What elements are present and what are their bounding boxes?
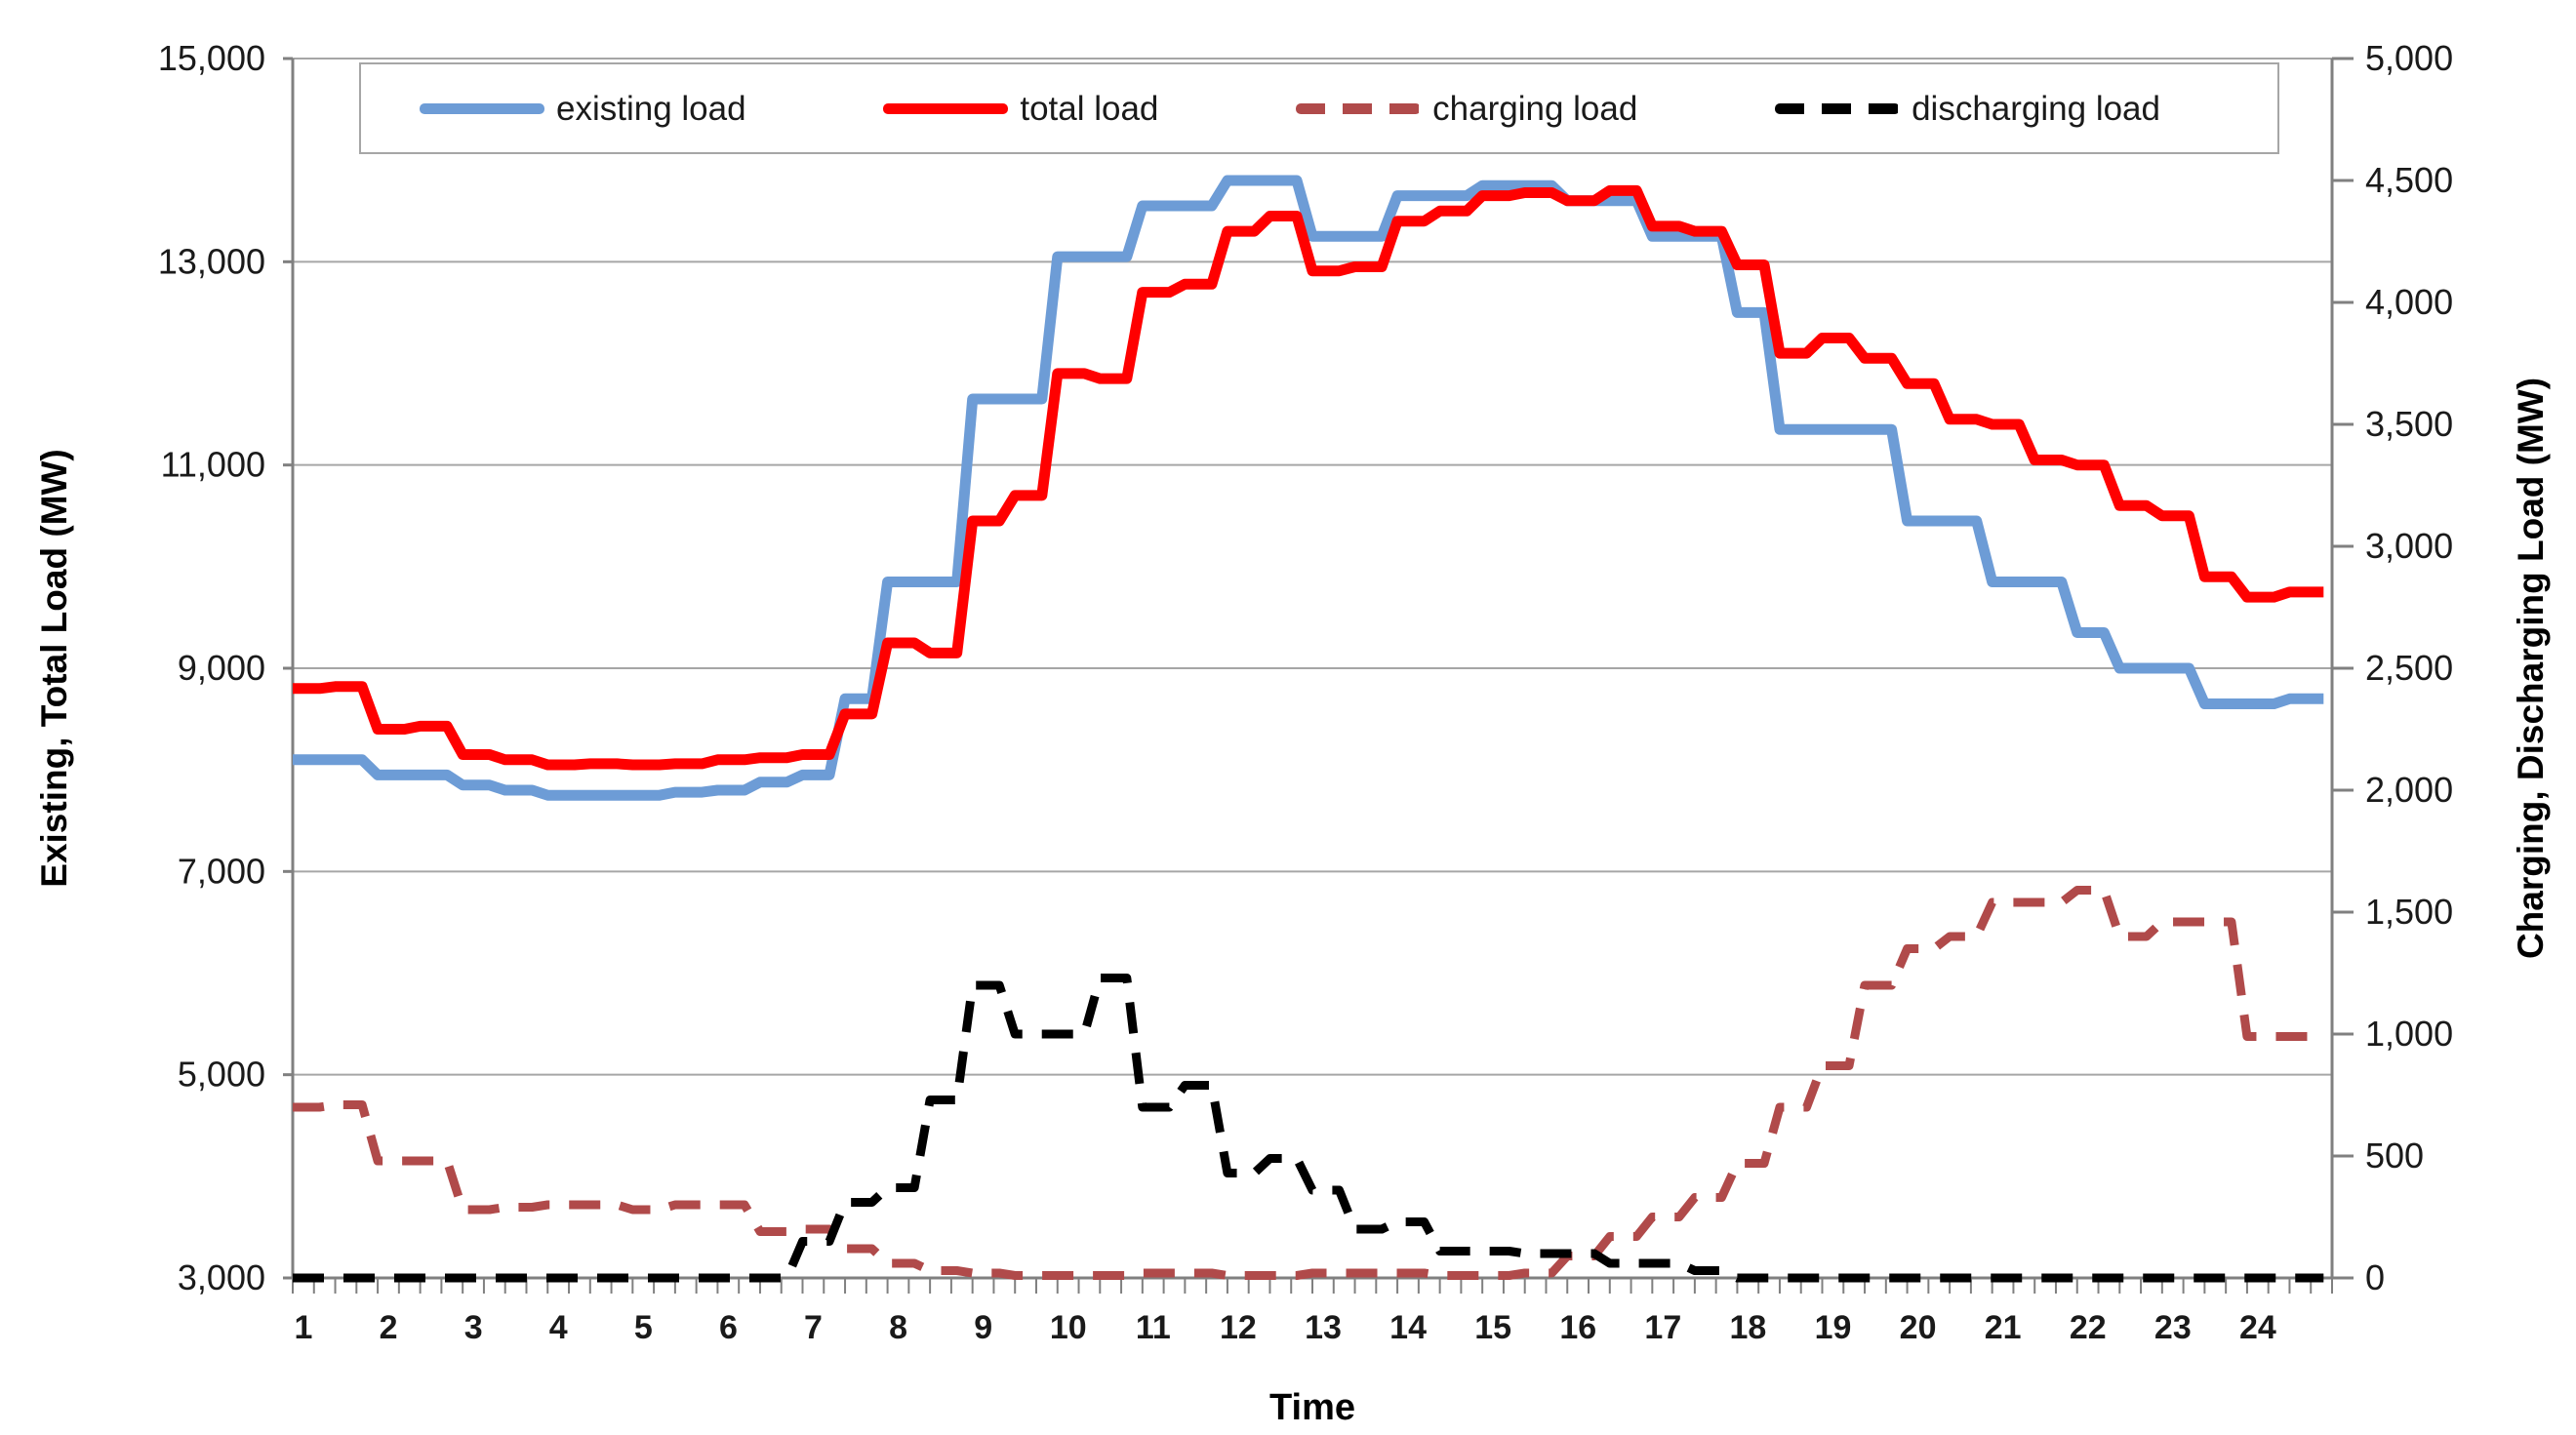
x-tick-label: 20 [1900, 1309, 1937, 1346]
x-tick-label: 8 [889, 1309, 907, 1346]
legend-item-charging-load: charging load [1296, 92, 1637, 126]
legend-label-existing-load: existing load [556, 89, 746, 128]
y-right-tick-label: 2,500 [2365, 648, 2453, 688]
x-tick-label: 23 [2154, 1309, 2192, 1346]
x-tick-label: 15 [1474, 1309, 1511, 1346]
x-tick-label: 1 [295, 1309, 313, 1346]
legend-item-discharging-load: discharging load [1775, 92, 2160, 126]
x-tick-label: 13 [1305, 1309, 1342, 1346]
y-right-tick-label: 0 [2365, 1257, 2385, 1297]
series-discharging-load-line [293, 974, 2324, 1283]
x-tick-label: 9 [974, 1309, 992, 1346]
x-tick-label: 19 [1815, 1309, 1852, 1346]
x-tick-label: 6 [719, 1309, 738, 1346]
existing-load-line-icon [420, 102, 544, 114]
y-right-tick-label: 1,500 [2365, 892, 2453, 932]
legend-label-charging-load: charging load [1432, 89, 1638, 128]
y-right-tick-label: 5,000 [2365, 38, 2453, 78]
legend-label-discharging-load: discharging load [1912, 89, 2160, 128]
series-existing-load-line [293, 175, 2324, 801]
x-tick-label: 22 [2070, 1309, 2107, 1346]
y-right-tick-label: 3,500 [2365, 404, 2453, 444]
y-right-tick-label: 2,000 [2365, 770, 2453, 810]
total-load-line-icon [883, 102, 1009, 114]
x-tick-label: 2 [380, 1309, 398, 1346]
y-left-tick-label: 3,000 [178, 1257, 265, 1297]
y-right-tick-label: 4,500 [2365, 160, 2453, 200]
y-left-tick-label: 13,000 [158, 241, 265, 281]
y-right-tick-label: 3,000 [2365, 526, 2453, 566]
y-left-tick-label: 7,000 [178, 851, 265, 891]
x-tick-label: 3 [464, 1309, 483, 1346]
y-right-tick-label: 4,000 [2365, 282, 2453, 322]
legend-label-total-load: total load [1020, 89, 1159, 128]
x-tick-label: 12 [1220, 1309, 1257, 1346]
x-axis-title: Time [1268, 1387, 1356, 1428]
x-tick-label: 18 [1730, 1309, 1767, 1346]
x-tick-label: 17 [1644, 1309, 1681, 1346]
y-right-tick-label: 500 [2365, 1136, 2424, 1176]
x-tick-label: 4 [549, 1309, 568, 1346]
y-left-tick-label: 11,000 [161, 445, 265, 485]
legend-item-total-load: total load [883, 92, 1158, 126]
charging-load-line-icon [1296, 102, 1422, 114]
y-left-axis-title: Existing, Total Load (MW) [34, 449, 74, 888]
x-tick-label: 10 [1050, 1309, 1087, 1346]
legend-item-existing-load: existing load [420, 92, 746, 126]
x-tick-label: 24 [2239, 1309, 2276, 1346]
y-right-axis-title: Charging, Discharging Load (MW) [2511, 377, 2551, 960]
y-left-tick-label: 9,000 [178, 648, 265, 688]
y-left-tick-label: 5,000 [178, 1055, 265, 1095]
y-left-tick-label: 15,000 [158, 38, 265, 78]
y-right-tick-label: 1,000 [2365, 1014, 2453, 1054]
x-tick-label: 21 [1985, 1309, 2022, 1346]
x-tick-label: 7 [804, 1309, 823, 1346]
x-tick-label: 5 [634, 1309, 653, 1346]
legend: existing load total load charging load d… [359, 62, 2279, 154]
x-tick-label: 14 [1389, 1309, 1427, 1346]
series-charging-load-line [293, 886, 2324, 1280]
discharging-load-line-icon [1775, 102, 1901, 114]
series-total-load-line [293, 184, 2324, 771]
x-tick-label: 16 [1559, 1309, 1596, 1346]
x-tick-label: 11 [1136, 1309, 1171, 1346]
